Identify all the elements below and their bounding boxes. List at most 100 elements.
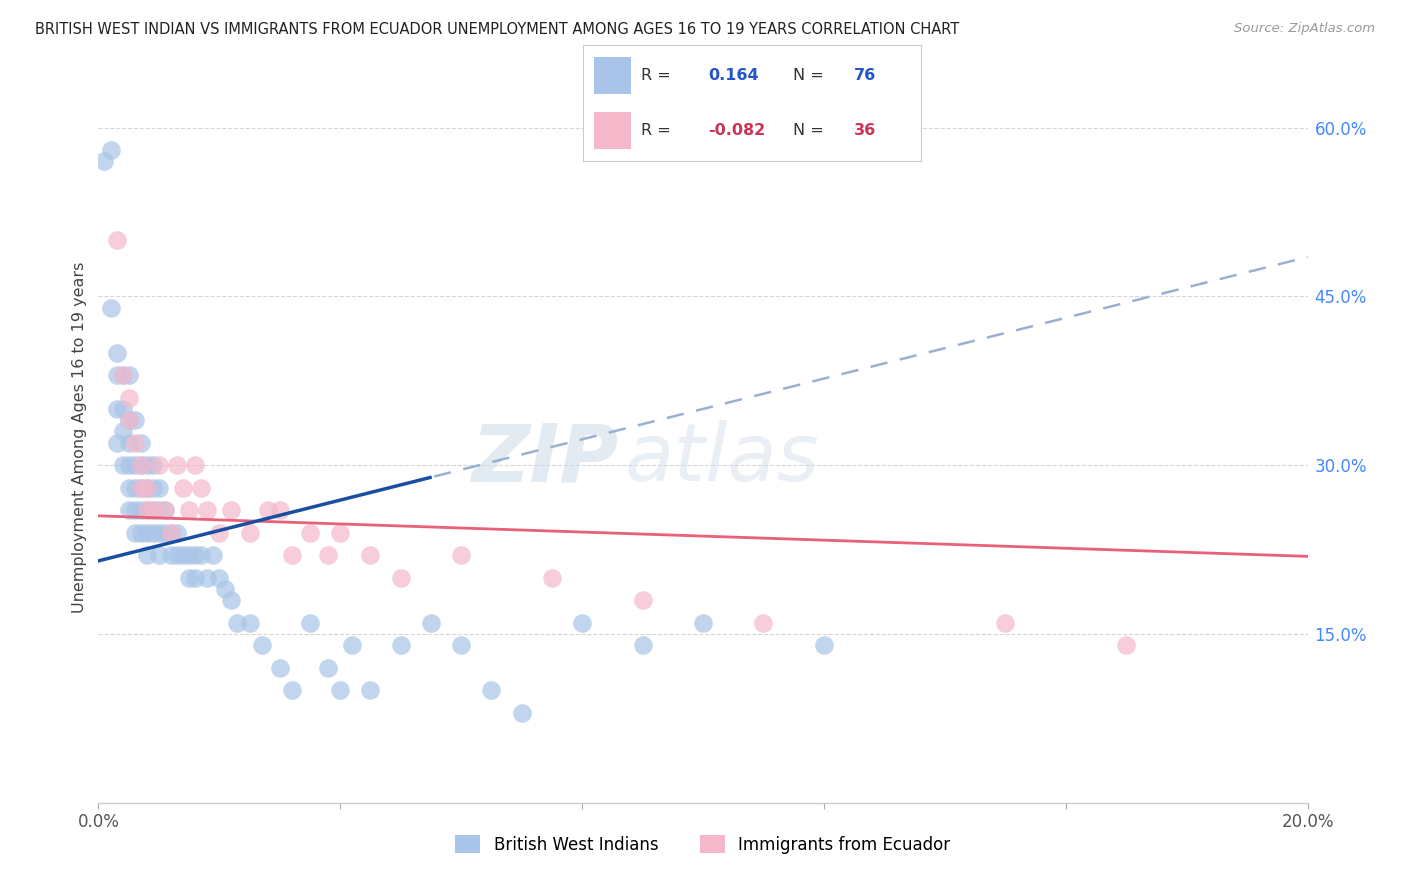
Point — [389, 571, 412, 585]
Point — [994, 615, 1017, 630]
Point — [226, 615, 249, 630]
Text: ZIP: ZIP — [471, 420, 619, 498]
Point — [329, 683, 352, 698]
Point — [166, 458, 188, 473]
Point — [299, 525, 322, 540]
Point — [129, 458, 152, 473]
Point — [214, 582, 236, 596]
Point — [142, 503, 165, 517]
Point — [208, 525, 231, 540]
Point — [160, 525, 183, 540]
FancyBboxPatch shape — [593, 112, 631, 149]
Point — [148, 548, 170, 562]
Point — [148, 458, 170, 473]
Point — [195, 503, 218, 517]
Point — [166, 548, 188, 562]
Text: N =: N = — [793, 69, 824, 84]
Y-axis label: Unemployment Among Ages 16 to 19 years: Unemployment Among Ages 16 to 19 years — [72, 261, 87, 613]
Point — [208, 571, 231, 585]
Point — [135, 481, 157, 495]
Point — [118, 435, 141, 450]
FancyBboxPatch shape — [593, 57, 631, 95]
Point — [129, 525, 152, 540]
Point — [752, 615, 775, 630]
Point — [316, 661, 339, 675]
Text: -0.082: -0.082 — [709, 123, 766, 138]
Point — [195, 571, 218, 585]
Point — [153, 525, 176, 540]
Point — [329, 525, 352, 540]
Point — [190, 548, 212, 562]
Point — [571, 615, 593, 630]
Point — [540, 571, 562, 585]
Point — [135, 458, 157, 473]
Point — [360, 683, 382, 698]
Point — [148, 503, 170, 517]
Point — [184, 458, 207, 473]
Point — [631, 638, 654, 652]
Point — [148, 481, 170, 495]
Point — [124, 413, 146, 427]
Point — [129, 481, 152, 495]
Point — [692, 615, 714, 630]
Text: 36: 36 — [853, 123, 876, 138]
Point — [1115, 638, 1137, 652]
Point — [631, 593, 654, 607]
Point — [316, 548, 339, 562]
Point — [221, 593, 243, 607]
Point — [118, 458, 141, 473]
Point — [142, 525, 165, 540]
Text: atlas: atlas — [624, 420, 820, 498]
Point — [105, 345, 128, 359]
Point — [184, 548, 207, 562]
Point — [111, 401, 134, 416]
Point — [153, 503, 176, 517]
Point — [172, 481, 194, 495]
Point — [111, 425, 134, 439]
Point — [281, 548, 304, 562]
Point — [342, 638, 364, 652]
Point — [160, 525, 183, 540]
Legend: British West Indians, Immigrants from Ecuador: British West Indians, Immigrants from Ec… — [449, 829, 957, 860]
Point — [239, 615, 262, 630]
Point — [813, 638, 835, 652]
Point — [510, 706, 533, 720]
Point — [299, 615, 322, 630]
Point — [124, 503, 146, 517]
Point — [142, 503, 165, 517]
Point — [124, 525, 146, 540]
Point — [129, 435, 152, 450]
Point — [481, 683, 503, 698]
Text: R =: R = — [641, 69, 671, 84]
Point — [105, 368, 128, 383]
Point — [124, 458, 146, 473]
Point — [172, 548, 194, 562]
Point — [269, 503, 291, 517]
Text: 0.164: 0.164 — [709, 69, 759, 84]
Point — [135, 548, 157, 562]
Point — [111, 368, 134, 383]
Point — [420, 615, 443, 630]
Point — [129, 503, 152, 517]
Point — [105, 233, 128, 247]
Point — [118, 503, 141, 517]
Point — [105, 401, 128, 416]
Point — [111, 368, 134, 383]
Point — [153, 503, 176, 517]
Point — [100, 301, 122, 315]
Point — [100, 143, 122, 157]
Point — [360, 548, 382, 562]
Point — [250, 638, 273, 652]
Point — [118, 413, 141, 427]
Point — [135, 525, 157, 540]
Point — [269, 661, 291, 675]
Text: R =: R = — [641, 123, 671, 138]
Text: N =: N = — [793, 123, 824, 138]
Point — [118, 481, 141, 495]
Point — [135, 481, 157, 495]
Point — [129, 458, 152, 473]
Point — [389, 638, 412, 652]
Point — [135, 503, 157, 517]
Point — [118, 413, 141, 427]
Text: 76: 76 — [853, 69, 876, 84]
